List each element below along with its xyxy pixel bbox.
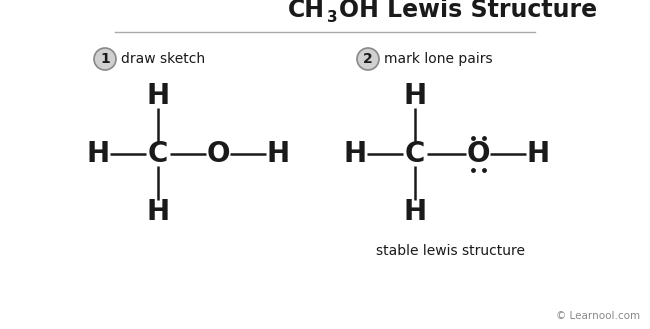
Text: © Learnool.com: © Learnool.com [556,311,640,321]
Text: H: H [146,198,170,226]
Text: CH: CH [288,0,325,22]
Text: O: O [466,140,489,168]
Text: H: H [526,140,549,168]
Text: H: H [343,140,367,168]
Text: mark lone pairs: mark lone pairs [384,52,493,66]
Text: H: H [86,140,110,168]
Text: H: H [146,82,170,110]
Text: OH Lewis Structure: OH Lewis Structure [339,0,597,22]
Text: C: C [148,140,168,168]
Text: H: H [404,198,426,226]
Circle shape [357,48,379,70]
Text: 1: 1 [100,52,110,66]
Text: 3: 3 [327,10,337,25]
Text: O: O [206,140,229,168]
Text: stable lewis structure: stable lewis structure [376,244,525,258]
Text: draw sketch: draw sketch [121,52,205,66]
Text: H: H [266,140,289,168]
Text: C: C [405,140,425,168]
Text: H: H [404,82,426,110]
Text: 2: 2 [363,52,373,66]
Circle shape [94,48,116,70]
